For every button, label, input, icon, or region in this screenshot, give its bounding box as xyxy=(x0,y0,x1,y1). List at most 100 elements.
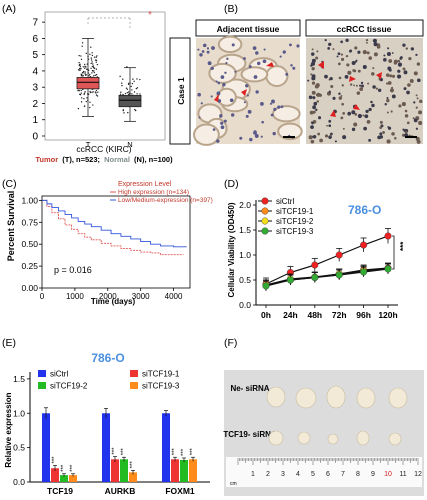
panel-f-tumor xyxy=(295,387,317,409)
nucleus xyxy=(310,139,315,144)
nucleus xyxy=(315,56,319,60)
nucleus xyxy=(387,81,392,85)
panel-d-point xyxy=(286,276,294,284)
nucleus xyxy=(398,104,402,108)
panel-c-xtick-label: 4000 xyxy=(165,292,183,301)
panel-e-xtick-label: TCF19 xyxy=(47,486,73,496)
panel-a-point xyxy=(93,71,95,74)
panel-a-point xyxy=(122,78,124,80)
panel-a-point xyxy=(80,97,83,99)
panel-e-ytick-label: 1.5 xyxy=(13,374,25,384)
panel-a-point xyxy=(91,52,93,54)
nucleus xyxy=(362,50,367,55)
nucleus xyxy=(354,113,358,116)
nucleus xyxy=(316,92,321,97)
nucleus xyxy=(247,109,252,114)
nucleus xyxy=(318,116,322,120)
nucleus xyxy=(338,92,341,96)
panel-e-bar xyxy=(111,459,119,482)
panel-a-box xyxy=(118,94,142,108)
nucleus xyxy=(210,66,214,71)
panel-a-point xyxy=(92,70,94,72)
nucleus xyxy=(340,53,344,56)
panel-a-point xyxy=(95,56,97,58)
panel-c-series-line xyxy=(42,199,187,248)
panel-a-point xyxy=(91,54,94,57)
panel-b-image-ccrcc xyxy=(306,38,423,144)
nucleus xyxy=(341,58,345,61)
panel-b-header-adjacent-text: Adjacent tissue xyxy=(217,24,280,34)
nucleus xyxy=(215,80,218,83)
panel-d-xtick-label: 24h xyxy=(283,310,298,320)
nucleus xyxy=(402,67,406,71)
nucleus xyxy=(391,52,394,54)
panel-d-point xyxy=(335,251,343,259)
panel-f-tumor-photo: Ne- siRNA TCF19- siRNA 1 2 3 4 5 6 7 8 9 10 11 12 c… xyxy=(223,370,424,496)
panel-f-tumor xyxy=(268,430,284,446)
nucleus xyxy=(324,39,327,42)
panel-c-xlabel: Time (days) xyxy=(91,297,136,306)
nucleus xyxy=(324,134,329,138)
panel-e-bar xyxy=(129,472,137,482)
nucleus xyxy=(332,96,336,100)
nucleus xyxy=(419,99,423,104)
nucleus xyxy=(222,83,226,87)
panel-e-ytick-label: 0.5 xyxy=(13,443,25,453)
panel-a-point xyxy=(89,90,91,93)
nucleus xyxy=(389,74,393,78)
nucleus xyxy=(262,59,267,64)
panel-a-point xyxy=(86,68,88,70)
nucleus xyxy=(337,52,341,56)
panel-a-point xyxy=(132,78,134,80)
nucleus xyxy=(212,128,216,131)
nucleus xyxy=(386,82,389,85)
panel-a-point xyxy=(85,74,87,76)
nucleus xyxy=(397,62,403,67)
panel-d-point xyxy=(311,261,319,269)
panel-a-point xyxy=(90,46,92,48)
panel-a-point xyxy=(81,42,84,44)
nucleus xyxy=(351,127,356,132)
panel-a-point xyxy=(136,78,138,80)
nucleus xyxy=(211,46,215,50)
ccrcc-tissue-nuclei xyxy=(307,38,423,144)
panel-a-point xyxy=(89,91,92,94)
panel-a-point xyxy=(82,70,85,73)
tubule xyxy=(217,35,243,54)
panel-a-point xyxy=(77,69,80,71)
panel-e-xtick-label: FOXM1 xyxy=(165,486,195,496)
panel-a-point xyxy=(91,91,93,93)
nucleus xyxy=(412,117,415,120)
nucleus xyxy=(338,96,343,100)
nucleus xyxy=(408,57,412,61)
panel-f-tumor xyxy=(327,433,339,445)
panel-d-series-line xyxy=(265,268,389,287)
nucleus xyxy=(344,74,349,79)
nucleus xyxy=(316,100,320,103)
panel-c-label: (C) xyxy=(2,178,17,190)
nucleus xyxy=(397,59,401,63)
panel-a-point xyxy=(94,74,97,76)
panel-c-legend-title: Expression Level xyxy=(118,181,172,188)
nucleus xyxy=(253,75,258,79)
panel-a-point xyxy=(95,61,97,63)
panel-e-sig-label: *** xyxy=(61,464,67,472)
nucleus xyxy=(413,118,418,123)
nucleus xyxy=(360,81,364,85)
nucleus xyxy=(315,108,318,112)
panel-b-header-ccrcc xyxy=(305,19,424,37)
panel-f-tumor xyxy=(326,385,346,409)
nucleus xyxy=(311,81,316,85)
panel-d-point xyxy=(311,274,319,282)
nucleus xyxy=(349,49,352,53)
nucleus xyxy=(273,107,277,112)
panel-d-legend-label: siTCF19-3 xyxy=(276,227,314,236)
nucleus xyxy=(356,91,361,95)
panel-a-point xyxy=(90,57,93,59)
panel-d-xtick-label: 72h xyxy=(332,310,347,320)
nucleus xyxy=(206,47,210,50)
panel-c-ytick-label: 0.75 xyxy=(21,217,38,227)
nucleus xyxy=(311,58,316,63)
panel-e-ytick-label: 0.0 xyxy=(13,477,25,487)
